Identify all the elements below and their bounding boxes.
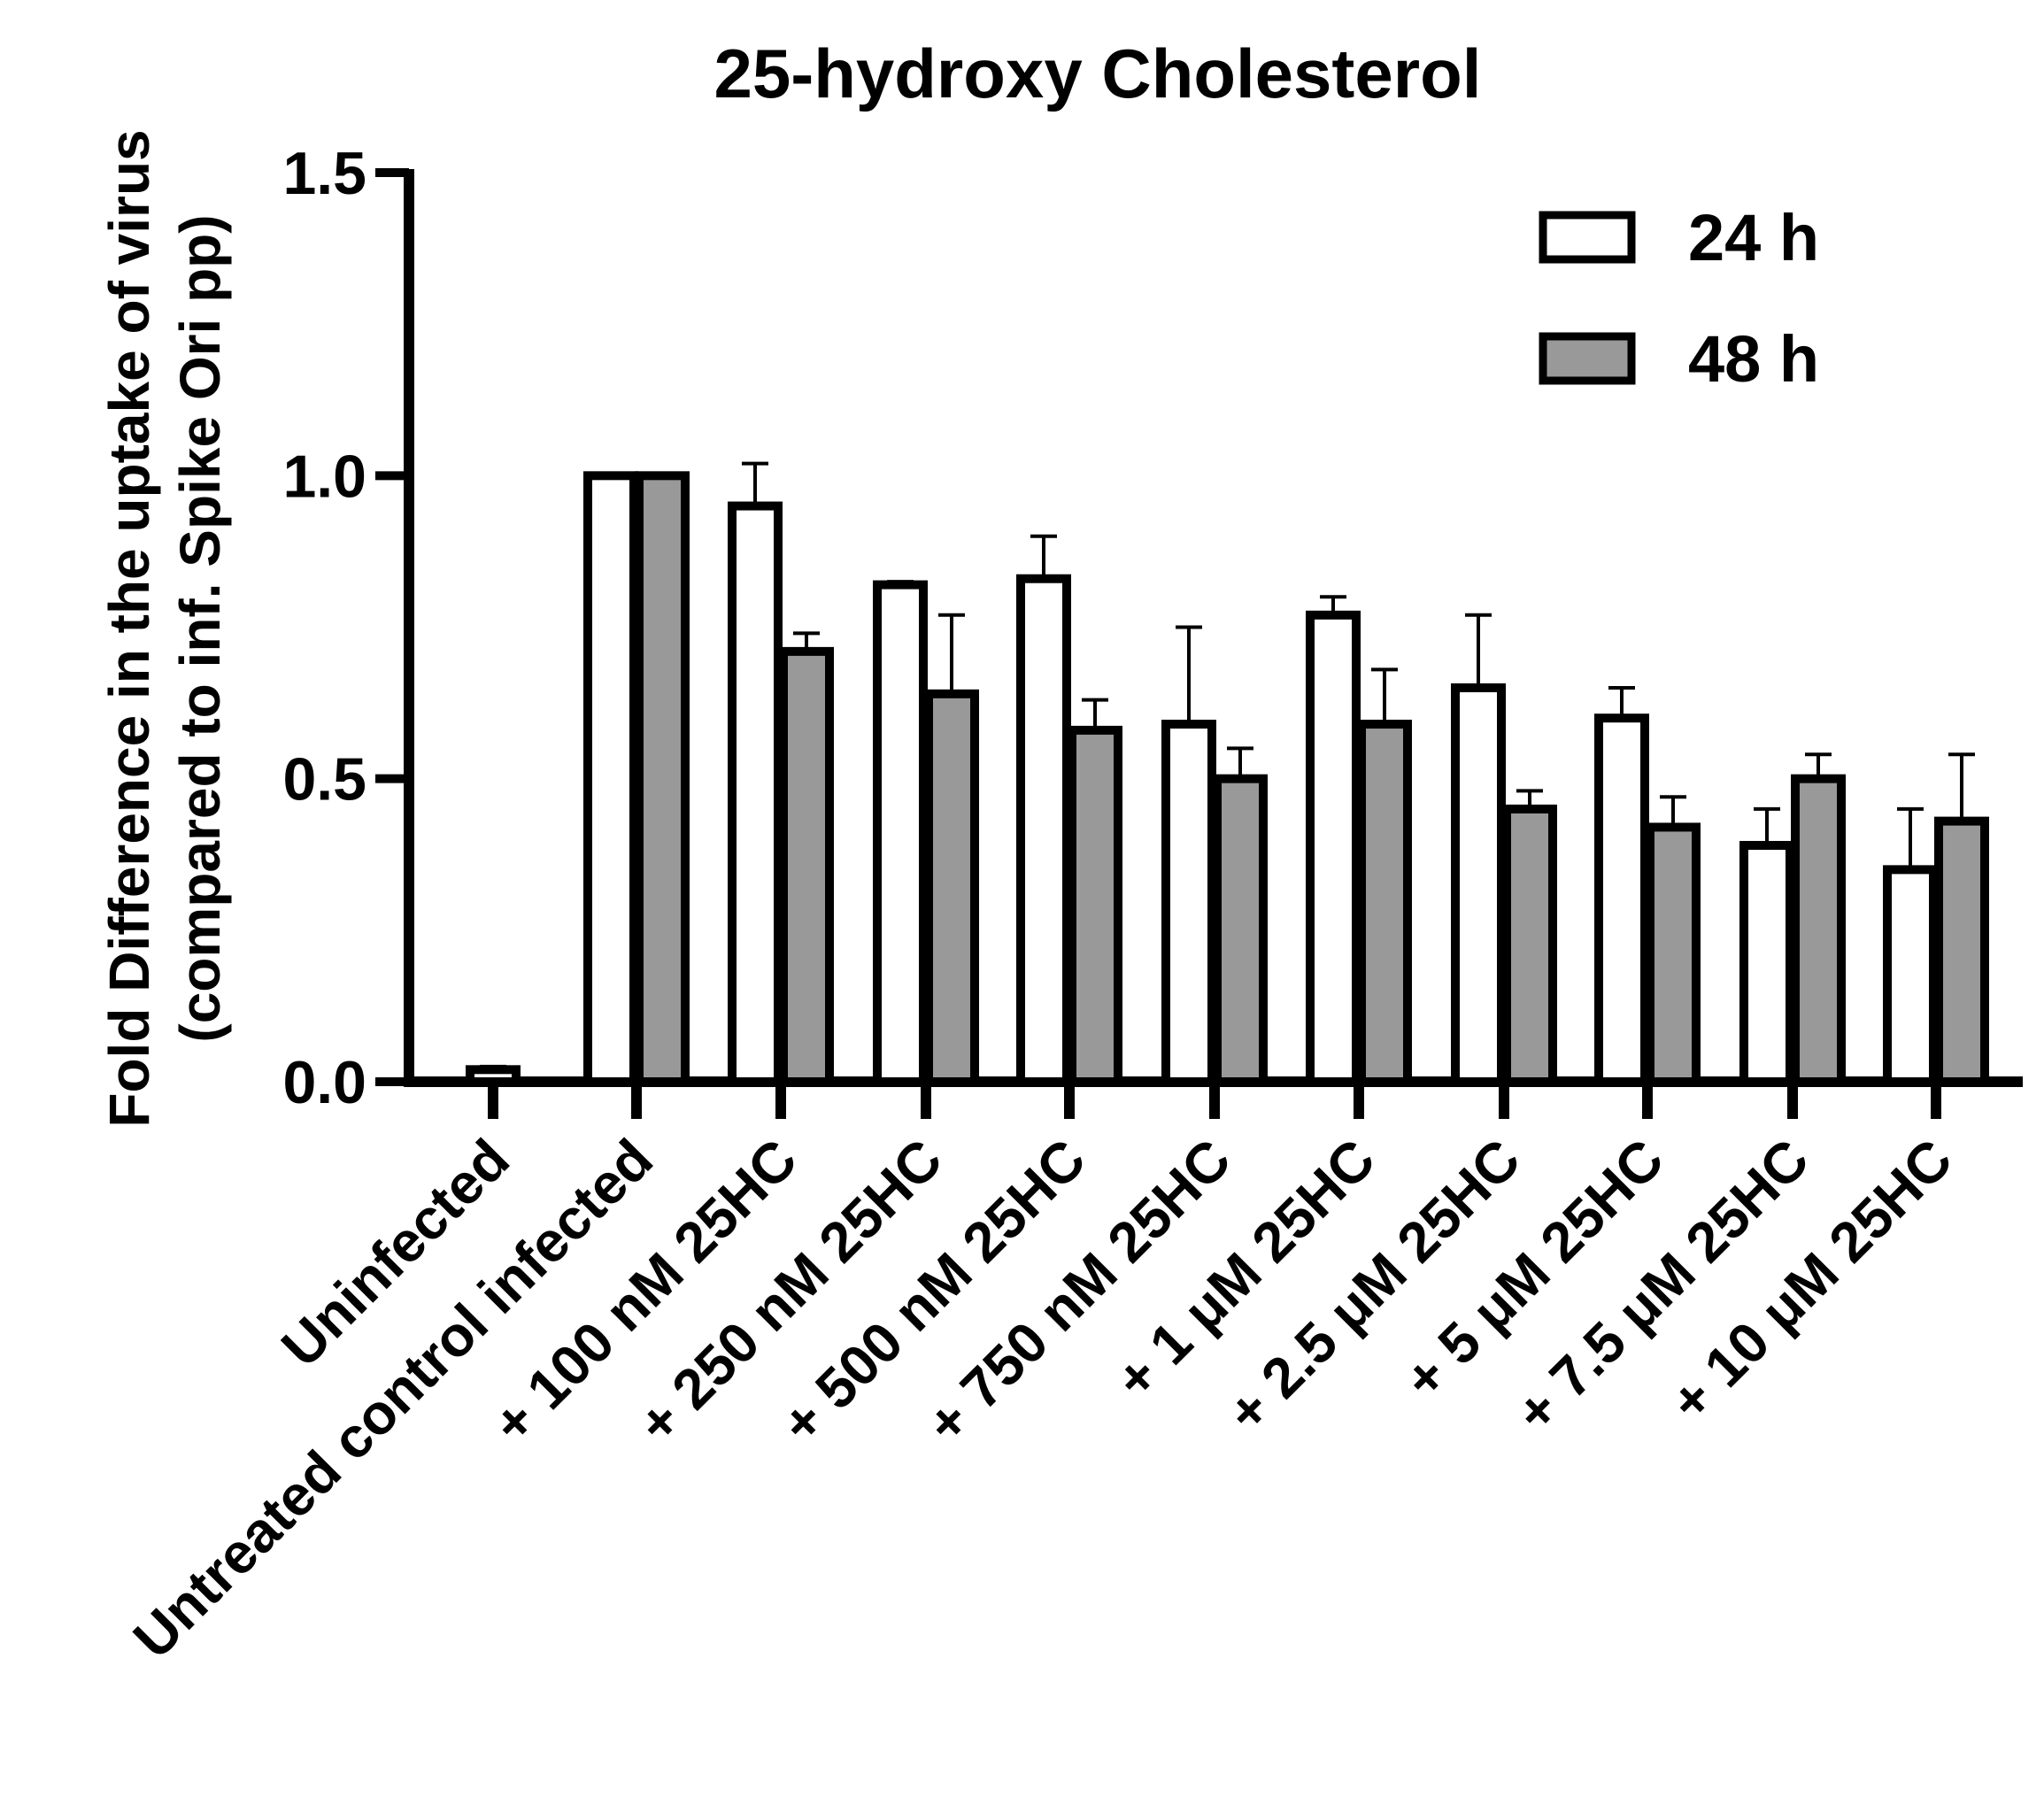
y-axis-title-line-1: Fold Difference in the uptake of virus [97, 129, 161, 1127]
bar-24h [1451, 683, 1506, 1086]
legend-swatch-24h [1539, 211, 1636, 264]
bar-24h [466, 1065, 521, 1086]
bar-24h [1016, 574, 1071, 1086]
legend: 24 h 48 h [1539, 201, 1819, 396]
legend-swatch-48h [1539, 332, 1636, 385]
y-axis-title-line-2: (compared to inf. Spike Ori pp) [168, 214, 232, 1042]
bar-48h [1068, 725, 1122, 1086]
bar-48h [1646, 822, 1701, 1086]
bar-48h [779, 646, 834, 1086]
y-tick-label: 0.5 [282, 746, 366, 814]
legend-label: 24 h [1688, 201, 1819, 274]
bar-48h [1357, 720, 1412, 1087]
y-tick-label: 1.5 [282, 140, 366, 207]
bar-48h [1934, 816, 1989, 1086]
chart-title: 25-hydroxy Cholesterol [714, 35, 1482, 112]
legend-label: 48 h [1688, 322, 1819, 396]
y-tick-label: 0.0 [282, 1049, 366, 1116]
bar-24h [1739, 840, 1794, 1086]
bar-48h [1213, 774, 1268, 1087]
bar-24h [1306, 610, 1361, 1086]
bar-24h [1883, 865, 1938, 1086]
bar-24h [873, 580, 928, 1086]
bar-24h [1161, 720, 1216, 1087]
bar-24h [1594, 713, 1649, 1086]
y-tick-label: 1.0 [282, 443, 366, 510]
bar-48h [1502, 804, 1557, 1087]
x-tick-label: Untreated control infected [121, 1127, 665, 1670]
bar-48h [635, 471, 690, 1086]
bar-24h [728, 501, 783, 1086]
bar-24h [583, 471, 638, 1086]
bar-48h [1791, 774, 1846, 1087]
bar-48h [924, 689, 979, 1087]
